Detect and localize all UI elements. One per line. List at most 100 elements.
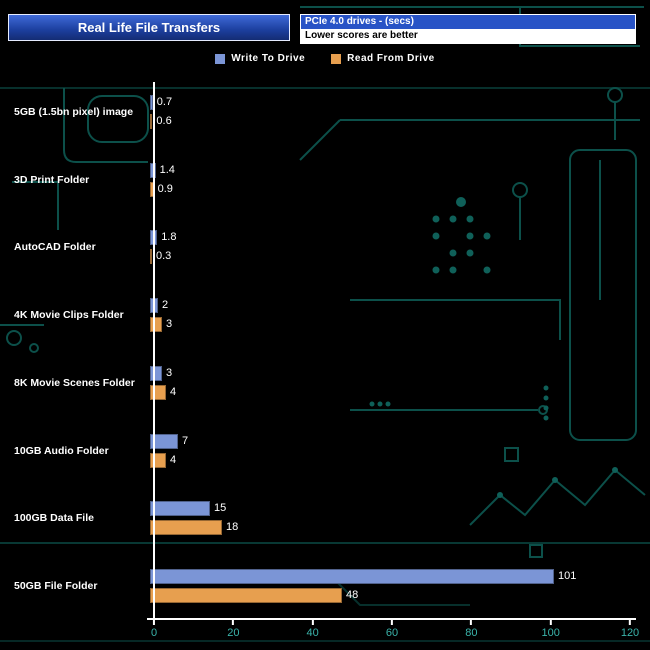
bar-write bbox=[150, 569, 554, 585]
chart-title: Real Life File Transfers bbox=[77, 20, 221, 35]
category-label: 50GB File Folder bbox=[14, 580, 98, 593]
chart-title-box: Real Life File Transfers bbox=[8, 14, 290, 41]
bar-line: 18 bbox=[150, 519, 630, 536]
bar-group: 1.4 0.9 bbox=[150, 162, 630, 198]
chart-info-box: PCIe 4.0 drives - (secs) Lower scores ar… bbox=[300, 14, 636, 44]
x-tick: 20 bbox=[227, 620, 239, 639]
x-tick-label: 0 bbox=[150, 627, 158, 639]
category-label: 5GB (1.5bn pixel) image bbox=[14, 105, 134, 118]
category-label: 100GB Data File bbox=[14, 512, 94, 525]
category-label: AutoCAD Folder bbox=[14, 241, 96, 254]
x-tick-mark bbox=[153, 620, 155, 625]
bar-line: 7 bbox=[150, 433, 630, 450]
bar-value-label: 15 bbox=[214, 502, 227, 515]
bar-line: 0.9 bbox=[150, 181, 630, 198]
bar-read bbox=[150, 588, 342, 604]
bar-group: 0.7 0.6 bbox=[150, 94, 630, 130]
x-tick-mark bbox=[391, 620, 393, 625]
bar-line: 1.4 bbox=[150, 162, 630, 179]
bar-group: 1.8 0.3 bbox=[150, 229, 630, 265]
bar-value-label: 4 bbox=[170, 453, 177, 466]
x-tick: 0 bbox=[151, 620, 157, 639]
x-tick-label: 40 bbox=[306, 627, 319, 639]
bar-read bbox=[150, 249, 152, 265]
x-tick-label: 120 bbox=[620, 627, 640, 639]
bar-write bbox=[150, 365, 162, 381]
chart-note: Lower scores are better bbox=[301, 29, 635, 43]
legend-item-read: Read From Drive bbox=[331, 53, 435, 64]
x-tick-mark bbox=[549, 620, 552, 625]
x-tick: 100 bbox=[541, 620, 560, 639]
x-tick-label: 100 bbox=[541, 627, 560, 639]
bar-line: 0.6 bbox=[150, 113, 630, 130]
x-tick: 80 bbox=[465, 620, 477, 639]
bar-line: 15 bbox=[150, 500, 630, 517]
bar-write bbox=[150, 433, 178, 449]
x-tick-label: 20 bbox=[227, 627, 240, 639]
chart-row: 4K Movie Clips Folder 2 3 bbox=[0, 281, 640, 349]
category-label: 10GB Audio Folder bbox=[14, 444, 109, 457]
chart-row: 50GB File Folder 101 48 bbox=[0, 552, 640, 620]
bar-value-label: 3 bbox=[166, 366, 173, 379]
bar-line: 4 bbox=[150, 452, 630, 469]
bar-value-label: 1.4 bbox=[159, 163, 175, 176]
bar-line: 3 bbox=[150, 365, 630, 382]
chart-row: AutoCAD Folder 1.8 0.3 bbox=[0, 214, 640, 282]
read-swatch-icon bbox=[331, 53, 342, 64]
bar-line: 0.3 bbox=[150, 248, 630, 265]
bar-write bbox=[150, 162, 156, 178]
x-tick-label: 80 bbox=[465, 627, 478, 639]
bar-group: 101 48 bbox=[150, 568, 630, 604]
chart-row: 3D Print Folder 1.4 0.9 bbox=[0, 146, 640, 214]
bar-value-label: 1.8 bbox=[161, 231, 177, 244]
x-axis-ticks: 0 20 40 60 80 100 120 bbox=[151, 620, 639, 644]
write-swatch-icon bbox=[215, 53, 226, 64]
bar-read bbox=[150, 520, 222, 536]
bar-line: 101 bbox=[150, 568, 630, 585]
category-label: 3D Print Folder bbox=[14, 173, 90, 186]
legend-label-read: Read From Drive bbox=[347, 53, 435, 64]
bar-value-label: 48 bbox=[346, 589, 359, 602]
x-tick-mark bbox=[470, 620, 473, 625]
chart-rows: 5GB (1.5bn pixel) image 0.7 0.6 3D Print Fo… bbox=[0, 78, 640, 620]
chart-row: 8K Movie Scenes Folder 3 4 bbox=[0, 349, 640, 417]
bar-read bbox=[150, 317, 162, 333]
x-tick: 40 bbox=[307, 620, 319, 639]
chart-subtitle: PCIe 4.0 drives - (secs) bbox=[301, 15, 635, 29]
bar-line: 1.8 bbox=[150, 229, 630, 246]
chart-row: 100GB Data File 15 18 bbox=[0, 485, 640, 553]
legend: Write To Drive Read From Drive bbox=[0, 53, 650, 64]
bar-line: 0.7 bbox=[150, 94, 630, 111]
x-tick-mark bbox=[628, 620, 631, 625]
bar-line: 3 bbox=[150, 316, 630, 333]
bar-write bbox=[150, 94, 153, 110]
bar-line: 2 bbox=[150, 297, 630, 314]
category-label: 4K Movie Clips Folder bbox=[14, 309, 124, 322]
bar-value-label: 4 bbox=[170, 385, 177, 398]
bar-group: 15 18 bbox=[150, 500, 630, 536]
x-tick-label: 60 bbox=[385, 627, 399, 639]
bar-write bbox=[150, 501, 210, 517]
x-axis-line bbox=[147, 618, 636, 620]
bar-line: 4 bbox=[150, 384, 630, 401]
bar-read bbox=[150, 113, 153, 129]
chart-row: 10GB Audio Folder 7 4 bbox=[0, 417, 640, 485]
y-axis-line bbox=[153, 82, 155, 620]
bar-value-label: 3 bbox=[166, 318, 173, 331]
bar-value-label: 0.3 bbox=[156, 250, 172, 263]
bar-value-label: 0.9 bbox=[157, 182, 173, 195]
bar-chart: 5GB (1.5bn pixel) image 0.7 0.6 3D Print Fo… bbox=[0, 78, 640, 639]
bar-value-label: 2 bbox=[162, 299, 169, 312]
bar-value-label: 0.7 bbox=[156, 95, 173, 108]
bar-value-label: 101 bbox=[558, 570, 577, 583]
legend-label-write: Write To Drive bbox=[231, 53, 306, 64]
bar-line: 48 bbox=[150, 587, 630, 604]
x-tick: 120 bbox=[621, 620, 639, 639]
x-tick-mark bbox=[232, 620, 235, 625]
x-tick-mark bbox=[311, 620, 314, 625]
